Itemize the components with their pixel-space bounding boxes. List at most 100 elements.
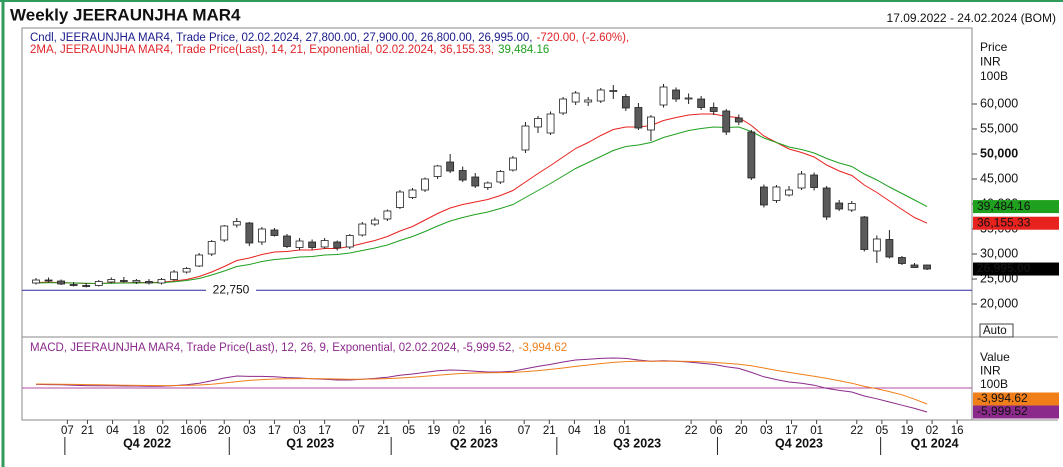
axis-title: INR	[980, 55, 1001, 69]
last-value-label: 26,995.00	[977, 261, 1031, 275]
candle-body	[647, 116, 655, 131]
candle-body	[94, 281, 103, 286]
candle-body	[684, 97, 693, 100]
x-tick-label: 07	[352, 425, 365, 437]
candle-body	[195, 254, 204, 267]
macd-line	[35, 360, 928, 405]
candle-body	[446, 161, 455, 172]
axis-title: Price	[980, 40, 1008, 54]
last-value-box	[973, 392, 1059, 406]
y-tick-label: 55,000	[980, 121, 1018, 135]
candle-body	[358, 223, 367, 236]
y-tick-label: 45,000	[980, 171, 1018, 185]
x-tick-label: 16	[180, 425, 193, 437]
title: Weekly JEERAUNJHA MAR4	[10, 5, 241, 24]
x-tick-label: 03	[293, 425, 306, 437]
candle-body	[270, 229, 279, 236]
legend-part: 39,484.16	[498, 44, 549, 56]
candle-body	[370, 219, 379, 225]
candle-body	[320, 240, 329, 248]
candle-body	[145, 281, 153, 284]
candle-body	[596, 89, 605, 102]
quarter-label: Q4 2022	[123, 436, 171, 450]
x-tick-label: 22	[685, 425, 698, 437]
candle-body	[170, 271, 178, 280]
x-tick-label: 01	[810, 425, 823, 437]
x-tick-label: 17	[268, 425, 281, 437]
candle-body	[672, 89, 680, 100]
candle-body	[483, 182, 492, 188]
candle-body	[396, 191, 404, 208]
x-tick-label: 03	[243, 425, 256, 437]
x-tick-label: 05	[402, 425, 415, 437]
candle-body	[709, 107, 718, 112]
quarter-label: Q1 2024	[911, 436, 959, 450]
reference-label-bg	[206, 283, 256, 298]
candle-body	[797, 173, 806, 189]
candle-body	[69, 284, 78, 286]
candle-body	[810, 174, 818, 188]
candle-body	[872, 238, 881, 252]
candle-body	[571, 92, 580, 103]
x-tick-label: 16	[951, 425, 964, 437]
candle-body	[408, 189, 417, 198]
x-tick-label: 06	[194, 425, 207, 437]
candle-body	[860, 216, 869, 250]
candle-body	[283, 235, 291, 247]
axis-title: 100B	[980, 69, 1008, 83]
auto-button-label[interactable]: Auto	[983, 325, 1007, 337]
candle-body	[898, 257, 906, 264]
last-value-box	[973, 200, 1059, 214]
x-tick-label: 20	[735, 425, 748, 437]
last-value-box	[973, 216, 1059, 230]
candle-body	[785, 189, 793, 196]
candle-body	[333, 241, 342, 249]
candle-body	[621, 96, 630, 109]
candle-body	[534, 118, 542, 128]
candle-body	[822, 187, 831, 218]
legend-part: Cndl, JEERAUNJHA MAR4, Trade Price, 02.0…	[30, 32, 533, 44]
candle-body	[220, 225, 229, 241]
candle-body	[496, 171, 505, 183]
legend-part: 2MA, JEERAUNJHA MAR4, Trade Price(Last),…	[30, 44, 494, 56]
candle-body	[132, 280, 141, 283]
moving-average	[35, 126, 928, 285]
legend: Cndl, JEERAUNJHA MAR4, Trade Price, 02.0…	[30, 32, 629, 44]
x-tick-label: 05	[875, 425, 888, 437]
candle-body	[257, 228, 266, 243]
x-tick-label: 18	[133, 425, 146, 437]
x-tick-label: 21	[543, 425, 556, 437]
candle-body	[722, 110, 731, 133]
x-tick-label: 07	[61, 425, 74, 437]
x-tick-label: 19	[901, 425, 914, 437]
auto-button[interactable]	[979, 323, 1014, 338]
x-tick-label: 06	[710, 425, 723, 437]
candle-body	[107, 279, 116, 283]
candle-body	[458, 170, 467, 181]
x-tick-label: 21	[81, 425, 94, 437]
x-tick-label: 03	[760, 425, 773, 437]
x-tick-label: 04	[568, 425, 581, 437]
last-value-label: 39,484.16	[977, 199, 1031, 213]
quarter-label: Q2 2023	[450, 436, 498, 450]
candle-body	[634, 107, 643, 129]
candle-body	[885, 239, 894, 258]
legend-part: MACD, JEERAUNJHA MAR4, Trade Price(Last)…	[30, 342, 515, 354]
candle-body	[697, 98, 706, 108]
candle-body	[345, 235, 354, 248]
candle-body	[923, 264, 931, 270]
candle-body	[609, 90, 618, 92]
x-tick-label: 16	[479, 425, 492, 437]
candle-body	[82, 285, 91, 287]
quarter-label: Q3 2023	[613, 436, 661, 450]
axis-title: Value	[980, 350, 1010, 364]
axis-title: INR	[980, 364, 1001, 378]
reference-label: 22,750	[213, 282, 250, 296]
x-tick-label: 20	[218, 425, 231, 437]
y-tick-label: 30,000	[980, 246, 1018, 260]
axis-title: 100B	[980, 377, 1008, 391]
y-tick-label: 50,000	[980, 146, 1018, 160]
candle-body	[383, 210, 392, 220]
legend: MACD, JEERAUNJHA MAR4, Trade Price(Last)…	[30, 342, 567, 354]
